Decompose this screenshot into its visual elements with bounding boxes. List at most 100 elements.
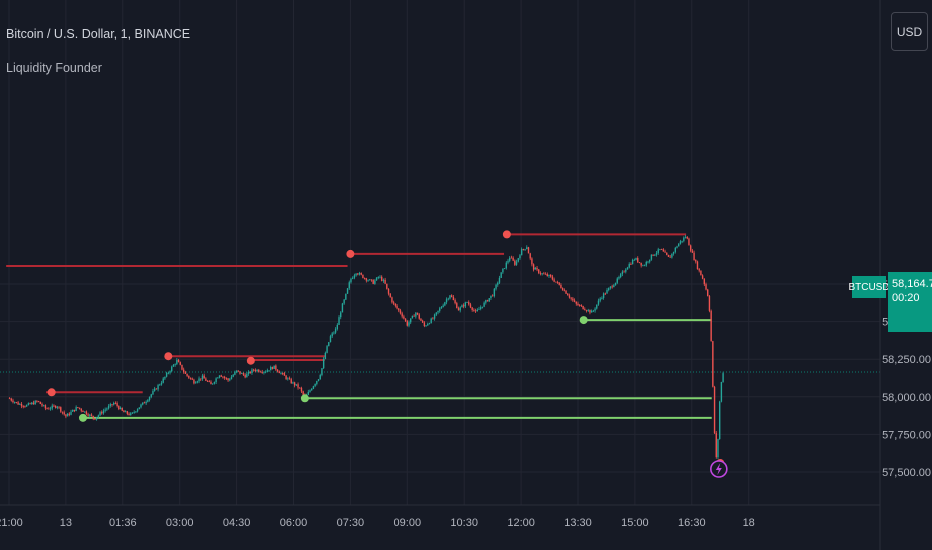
candle-body	[343, 299, 345, 304]
candle-body	[75, 407, 77, 411]
candle-body	[311, 388, 313, 391]
candle-body	[229, 379, 231, 381]
candle-body	[449, 295, 451, 299]
candle-body	[625, 269, 627, 272]
candle-body	[597, 300, 600, 305]
candle-body	[271, 367, 274, 369]
candle-body	[20, 403, 23, 407]
candle-body	[637, 258, 639, 263]
candle-body	[85, 411, 88, 415]
candle-body	[227, 378, 229, 381]
y-tick-label: 57,750.00	[882, 429, 931, 441]
candle-body	[495, 284, 497, 289]
candle-body	[647, 261, 649, 263]
last-price-tag: 58,164.73 00:20	[888, 272, 932, 332]
candle-body	[413, 315, 415, 317]
low-marker-dot	[579, 316, 588, 325]
candle-body	[225, 377, 228, 379]
candle-body	[171, 366, 173, 372]
candle-body	[553, 279, 555, 282]
candle-body	[106, 408, 108, 410]
candle-body	[432, 318, 434, 320]
candle-body	[94, 418, 96, 420]
candle-body	[365, 278, 368, 281]
candle-body	[131, 412, 134, 414]
candle-body	[529, 253, 531, 259]
liquidity-levels	[6, 233, 712, 419]
candle-body	[290, 379, 292, 384]
candle-body	[264, 371, 267, 373]
candle-body	[457, 308, 460, 311]
candle-body	[556, 282, 559, 283]
candle-body	[297, 384, 299, 388]
candle-body	[384, 279, 386, 284]
candle-body	[503, 268, 506, 269]
candle-body	[43, 405, 45, 407]
candle-body	[70, 411, 72, 415]
candle-body	[642, 265, 644, 267]
candle-body	[498, 277, 501, 283]
candle-body	[324, 352, 327, 359]
candle-body	[152, 390, 154, 395]
candle-body	[276, 369, 279, 372]
candle-body	[232, 374, 234, 377]
candle-body	[468, 302, 470, 305]
chart-title[interactable]: Bitcoin / U.S. Dollar, 1, BINANCE	[6, 27, 191, 41]
candle-body	[210, 381, 212, 385]
candle-body	[601, 297, 603, 299]
candle-body	[683, 237, 685, 241]
candle-body	[51, 405, 53, 409]
candle-body	[172, 364, 175, 367]
x-tick-label: 03:00	[166, 517, 194, 529]
candle-body	[701, 275, 704, 279]
candle-body	[481, 306, 484, 308]
candle-body	[302, 391, 304, 395]
candle-body	[111, 404, 113, 405]
candle-body	[473, 309, 475, 311]
candle-body	[126, 411, 129, 414]
candle-body	[452, 297, 455, 301]
candle-body	[652, 254, 654, 256]
candle-body	[396, 305, 398, 309]
candle-body	[440, 307, 443, 309]
candle-body	[249, 371, 251, 374]
candle-body	[119, 407, 122, 410]
candle-body	[551, 276, 554, 280]
candle-body	[128, 413, 130, 415]
candle-body	[8, 398, 11, 400]
indicator-label[interactable]: Liquidity Founder	[6, 61, 102, 75]
candle-body	[358, 273, 361, 275]
currency-button[interactable]: USD	[891, 12, 928, 51]
candle-body	[500, 272, 502, 278]
candle-body	[258, 369, 260, 372]
candle-body	[572, 298, 574, 301]
candle-body	[638, 262, 641, 263]
candle-body	[567, 293, 569, 296]
candle-body	[681, 240, 683, 242]
candle-body	[488, 298, 490, 302]
candle-body	[326, 346, 328, 353]
candle-body	[36, 400, 38, 402]
candle-body	[474, 310, 477, 312]
candle-body	[39, 401, 41, 404]
candle-body	[471, 307, 473, 310]
candle-body	[532, 264, 535, 270]
candle-body	[585, 310, 588, 311]
candle-body	[237, 370, 240, 372]
candle-body	[140, 404, 142, 408]
candle-body	[522, 249, 525, 250]
candle-body	[387, 288, 390, 294]
candle-body	[398, 308, 400, 311]
candle-body	[256, 369, 258, 372]
candle-body	[469, 304, 472, 308]
candle-body	[153, 388, 156, 391]
x-tick-label: 15:00	[621, 517, 649, 529]
candle-body	[565, 290, 567, 294]
candle-body	[485, 300, 487, 303]
candle-body	[263, 371, 265, 373]
candle-body	[15, 402, 18, 403]
high-marker-dot	[164, 352, 173, 361]
candle-body	[428, 323, 431, 324]
candle-body	[454, 300, 456, 304]
